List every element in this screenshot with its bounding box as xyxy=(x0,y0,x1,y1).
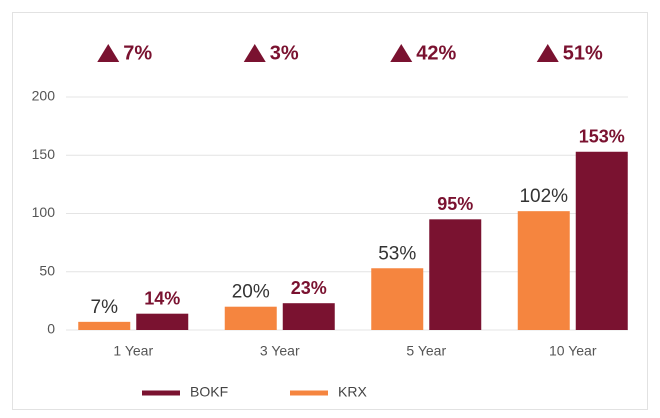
x-tick-label: 3 Year xyxy=(260,343,300,359)
x-tick-label: 1 Year xyxy=(113,343,153,359)
y-tick-label: 50 xyxy=(39,262,55,278)
up-triangle xyxy=(97,44,120,62)
annotation: 7% xyxy=(123,42,152,64)
bar xyxy=(575,151,628,330)
y-tick-label: 100 xyxy=(32,204,56,220)
annotation: 51% xyxy=(563,42,603,64)
data-label: 14% xyxy=(144,288,180,308)
up-triangle xyxy=(536,44,559,62)
data-label: 95% xyxy=(437,194,473,214)
data-label: 23% xyxy=(291,278,327,298)
legend-label: BOKF xyxy=(190,384,228,400)
legend-label: KRX xyxy=(338,384,367,400)
y-tick-label: 150 xyxy=(32,146,56,162)
bar xyxy=(282,303,335,330)
bar xyxy=(78,321,131,330)
x-tick-label: 5 Year xyxy=(406,343,446,359)
data-label: 7% xyxy=(91,297,119,318)
annotation: 3% xyxy=(270,42,299,64)
data-label: 102% xyxy=(519,186,568,207)
annotation: 42% xyxy=(416,42,456,64)
bar xyxy=(136,313,189,330)
up-triangle xyxy=(390,44,413,62)
bar xyxy=(517,211,570,330)
up-triangle xyxy=(243,44,266,62)
data-label: 153% xyxy=(579,127,625,147)
y-tick-label: 200 xyxy=(32,88,56,104)
data-label: 53% xyxy=(378,243,416,264)
data-label: 20% xyxy=(232,282,270,303)
bar xyxy=(224,306,277,330)
bar xyxy=(429,219,482,330)
card xyxy=(12,12,648,410)
y-tick-label: 0 xyxy=(47,321,55,337)
x-tick-label: 10 Year xyxy=(549,343,597,359)
bar xyxy=(371,268,424,330)
